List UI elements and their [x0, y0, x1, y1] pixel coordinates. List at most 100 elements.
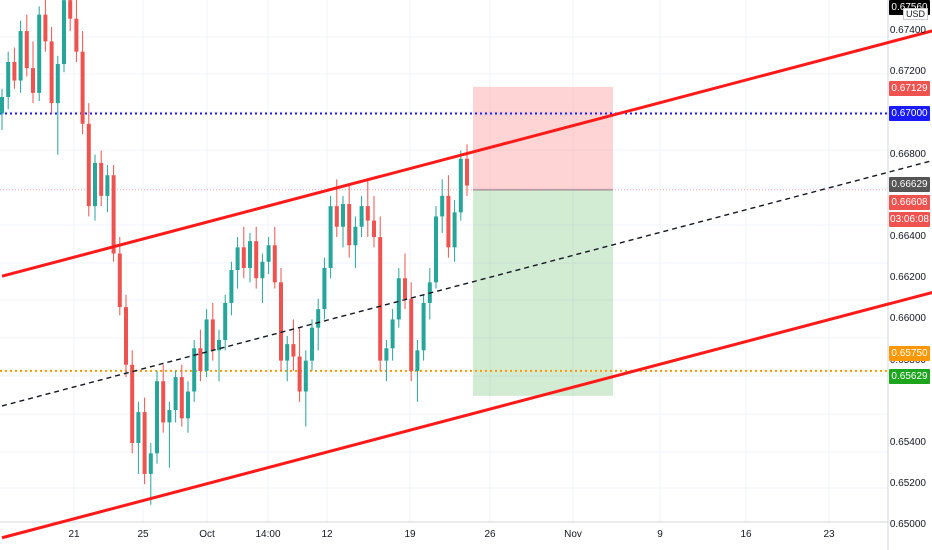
candle-body — [334, 206, 339, 227]
candle-body — [415, 350, 420, 371]
time-tick-label: 26 — [484, 529, 496, 540]
candle-body — [43, 14, 48, 42]
price-tick-label: 0.65400 — [889, 437, 926, 448]
candle-body — [99, 162, 104, 196]
currency-label: USD — [903, 8, 929, 20]
time-tick-label: Nov — [564, 529, 582, 540]
price-tick-label: 0.66400 — [889, 231, 926, 243]
price-tick-label: 0.67400 — [889, 25, 926, 37]
candle-body — [328, 206, 333, 268]
candle-body — [254, 241, 259, 279]
candle-body — [111, 175, 116, 254]
candle-body — [409, 298, 414, 371]
candle-body — [248, 241, 252, 268]
candle-body — [235, 247, 240, 270]
channel-line — [1, 29, 932, 278]
candle-body — [80, 51, 85, 124]
candle-body — [179, 377, 184, 419]
candle-body — [142, 412, 147, 474]
candle-body — [130, 364, 135, 444]
candle-body — [260, 261, 265, 279]
candle-body — [74, 18, 79, 52]
time-tick-label: 21 — [68, 529, 80, 540]
price-tick-label: 0.65000 — [889, 519, 926, 531]
candle-body — [359, 206, 364, 227]
candle-body — [161, 381, 166, 423]
stop-loss-zone — [473, 86, 613, 190]
time-tick-label: 14:00 — [255, 529, 281, 540]
candle-body — [210, 319, 215, 351]
price-tag: 0.65750 — [889, 346, 930, 361]
price-tag: 0.65629 — [889, 369, 930, 384]
candle-body — [434, 216, 438, 283]
candle-body — [347, 204, 352, 246]
candle-body — [37, 14, 42, 93]
candle-body — [167, 410, 172, 423]
candle-body — [365, 206, 370, 221]
price-tag: 0.66629 — [889, 177, 930, 192]
candle-body — [223, 302, 228, 341]
time-tick-label: 16 — [740, 529, 752, 540]
candle-body — [55, 64, 60, 104]
candle-body — [117, 253, 122, 308]
candle-body — [229, 270, 234, 303]
candle-body — [204, 319, 209, 371]
price-tag: 0.67000 — [889, 106, 930, 121]
candle-body — [285, 344, 290, 361]
candle-body — [446, 195, 451, 248]
candle-body — [458, 158, 463, 213]
time-tick-label: 12 — [321, 529, 333, 540]
take-profit-zone — [473, 189, 613, 396]
candle-body — [192, 348, 197, 392]
candle-body — [421, 302, 426, 351]
candle-body — [378, 237, 383, 361]
candle-body — [18, 31, 23, 81]
time-tick-label: 25 — [137, 529, 149, 540]
price-tag: 0.67129 — [889, 81, 930, 96]
candle-body — [186, 391, 190, 419]
price-tick-label: 0.65200 — [889, 478, 926, 490]
candle-body — [396, 278, 401, 320]
candle-body — [316, 309, 321, 328]
candle-body — [440, 195, 445, 217]
candle-body — [241, 247, 246, 268]
candle-body — [12, 61, 17, 81]
price-tick-label: 0.66000 — [889, 313, 926, 325]
candle-body — [136, 412, 141, 444]
candle-body — [49, 41, 54, 104]
candle-body — [68, 0, 73, 19]
candle-body — [148, 453, 153, 474]
candle-body — [390, 319, 395, 349]
candle-body — [93, 162, 97, 207]
candle-body — [310, 327, 314, 361]
time-tick-label: 9 — [657, 529, 663, 540]
channel-line — [1, 290, 932, 540]
time-tick-label: Oct — [199, 529, 215, 540]
candle-body — [198, 348, 203, 371]
candle-body — [279, 282, 283, 361]
candle-body — [105, 175, 110, 196]
candle-body — [353, 226, 358, 246]
candle-body — [465, 158, 469, 186]
candle-body — [403, 278, 407, 299]
candle-body — [266, 245, 271, 262]
candle-body — [24, 31, 29, 69]
price-tick-label: 0.66200 — [889, 272, 926, 284]
candle-body — [124, 307, 128, 365]
candle-body — [62, 0, 66, 65]
candle-body — [452, 212, 457, 248]
price-tag: 03:06:08 — [889, 212, 930, 227]
candle-body — [0, 96, 4, 114]
time-tick-label: 23 — [823, 529, 835, 540]
candle-body — [341, 204, 345, 227]
candle-body — [86, 123, 91, 207]
candle-body — [297, 356, 302, 392]
time-tick-label: 19 — [404, 529, 416, 540]
candle-body — [291, 344, 296, 357]
candle-body — [303, 360, 308, 392]
candle-body — [155, 381, 159, 454]
price-tag: 0.66608 — [889, 195, 930, 210]
candle-body — [173, 377, 178, 411]
